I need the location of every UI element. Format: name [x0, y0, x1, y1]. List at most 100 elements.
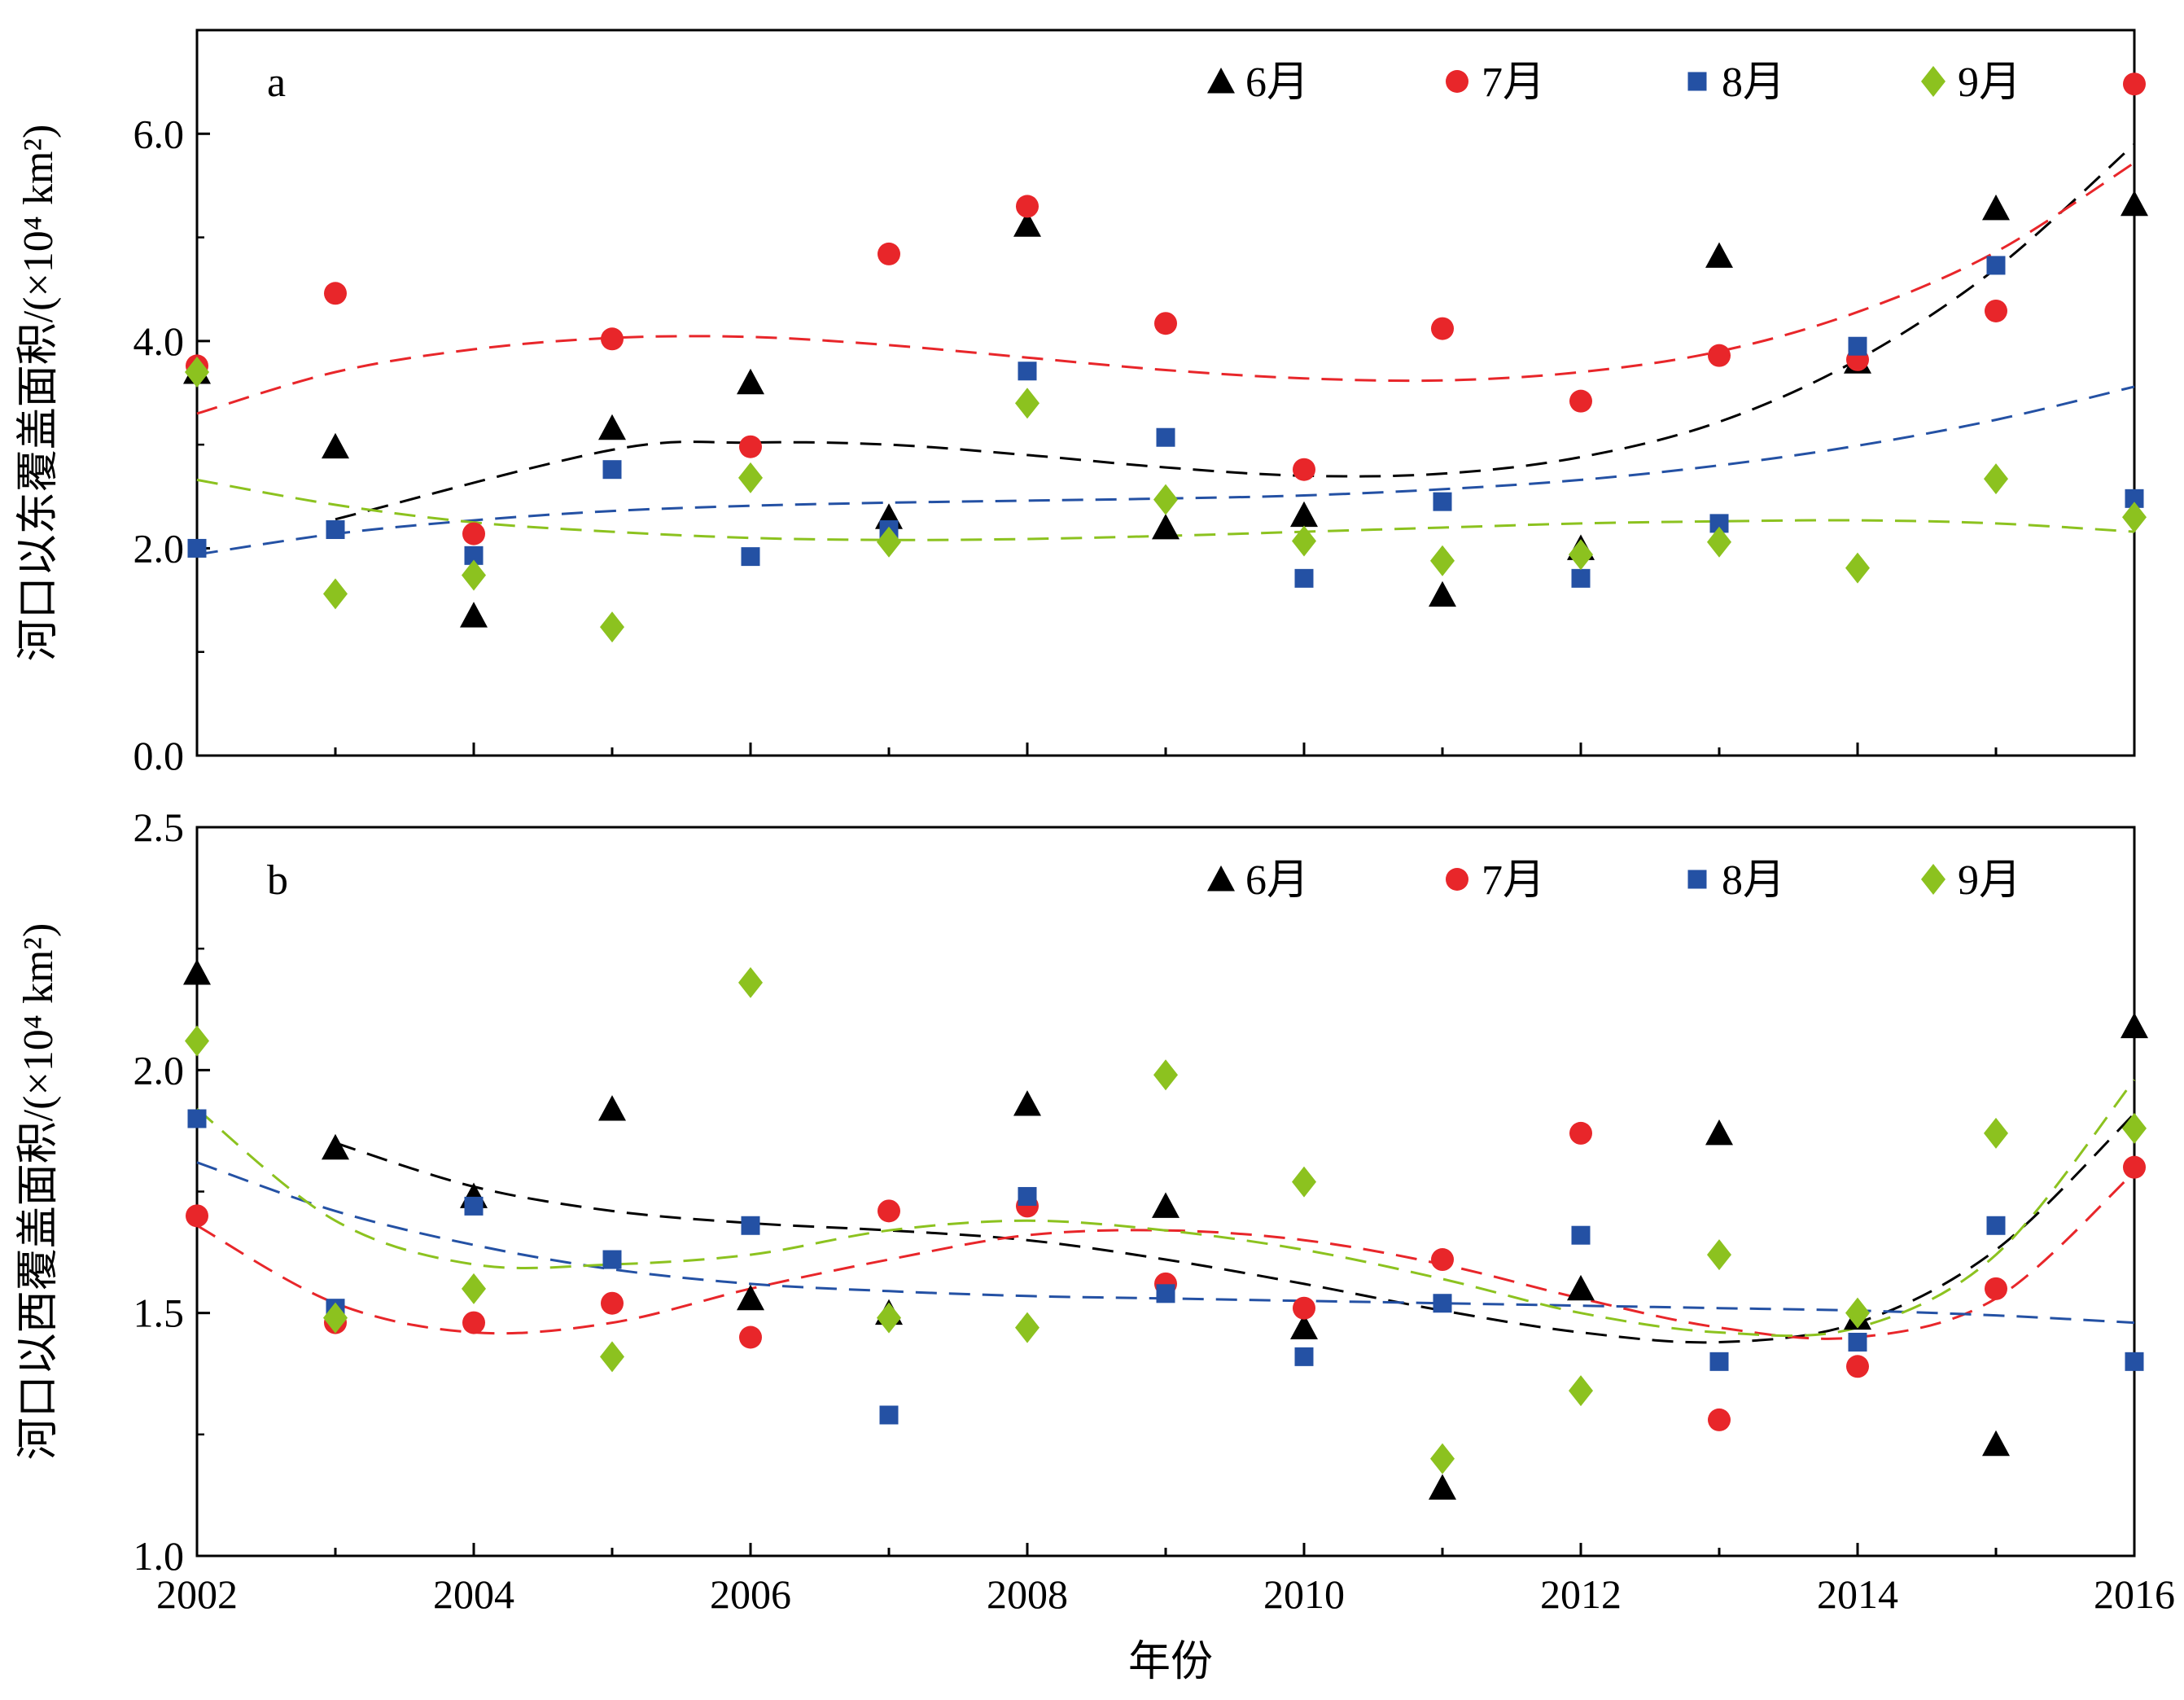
data-point: [1429, 1474, 1456, 1500]
data-point: [324, 282, 347, 305]
data-point: [1292, 1166, 1316, 1198]
data-point: [1430, 545, 1455, 576]
legend-marker: [1687, 870, 1707, 889]
data-point: [1429, 581, 1456, 607]
data-point: [598, 1095, 626, 1121]
x-tick-label: 2010: [1263, 1571, 1345, 1617]
y-axis-title: 河口以西覆盖面积/(×10⁴ km²): [15, 923, 62, 1461]
data-point: [1846, 1355, 1869, 1378]
data-point: [1705, 242, 1733, 268]
plot-frame: [195, 28, 2136, 757]
data-point: [323, 578, 348, 610]
data-point: [1152, 513, 1180, 540]
legend-marker: [1687, 72, 1707, 91]
data-point: [460, 602, 488, 628]
panel-label: b: [267, 857, 288, 904]
data-point: [1018, 361, 1037, 381]
data-point: [1016, 195, 1039, 218]
data-point: [1984, 463, 2008, 495]
data-point: [602, 1250, 622, 1269]
legend-label: 7月: [1482, 857, 1545, 904]
data-point: [1431, 317, 1454, 340]
y-tick-label: 1.5: [133, 1290, 185, 1336]
data-point: [600, 1341, 624, 1373]
trend-line: [196, 161, 2135, 415]
data-point: [464, 1196, 484, 1216]
data-point: [1154, 312, 1177, 335]
y-tick-label: 1.0: [133, 1533, 185, 1579]
data-point: [1290, 1313, 1318, 1340]
data-point: [1569, 539, 1593, 571]
data-point: [737, 1284, 764, 1311]
trend-line: [196, 1079, 2136, 1338]
data-point: [2121, 1012, 2148, 1039]
data-point: [1294, 1347, 1314, 1366]
data-point: [741, 1216, 760, 1235]
data-point: [1984, 1117, 2008, 1149]
data-point: [1705, 1119, 1733, 1146]
data-point: [601, 1291, 624, 1315]
data-point: [1018, 1186, 1037, 1206]
data-point: [737, 368, 764, 395]
data-point: [602, 460, 622, 480]
x-tick-label: 2008: [987, 1571, 1068, 1617]
panel-b: 1.0 1.5 2.0 2.5 2002 2004 2006 2008 2010 2012 2014…: [15, 804, 2175, 1617]
data-point: [1430, 1443, 1455, 1474]
data-point: [1153, 1059, 1178, 1091]
data-point: [1293, 1296, 1315, 1320]
legend-label: 6月: [1245, 59, 1309, 106]
data-point: [1845, 1297, 1870, 1329]
data-point: [1848, 336, 1867, 356]
data-point: [1571, 1225, 1591, 1245]
data-point: [322, 432, 349, 459]
data-point: [1569, 1121, 1592, 1145]
data-point: [1013, 211, 1041, 237]
legend-label: 6月: [1245, 857, 1309, 904]
data-point: [738, 462, 763, 493]
data-point: [1986, 256, 2006, 275]
data-point: [2123, 72, 2146, 96]
data-point: [1709, 514, 1729, 533]
data-point: [186, 1204, 208, 1228]
data-point: [1433, 492, 1452, 511]
data-point: [187, 1109, 207, 1128]
data-point: [738, 966, 763, 998]
x-axis-title: 年份: [1128, 1639, 1213, 1685]
legend-marker: [1921, 864, 1945, 895]
data-point: [1567, 1274, 1595, 1301]
legend-marker: [1207, 68, 1235, 94]
data-point: [877, 526, 901, 558]
data-point: [462, 559, 486, 591]
data-point: [2125, 1352, 2144, 1371]
y-axis-title: 河口以东覆盖面积/(×10⁴ km²): [15, 125, 62, 662]
plot-frame: [195, 826, 2136, 1558]
data-point: [2123, 1155, 2146, 1179]
data-point: [1015, 1312, 1039, 1343]
panel-label: a: [267, 59, 286, 106]
legend-label: 9月: [1958, 857, 2021, 904]
data-point: [2122, 1112, 2147, 1144]
data-point: [600, 611, 624, 643]
x-tick-label: 2002: [156, 1571, 238, 1617]
data-point: [1569, 389, 1592, 413]
data-point: [601, 327, 624, 351]
data-point: [1431, 1248, 1454, 1272]
data-point: [878, 242, 900, 265]
data-point: [322, 1133, 349, 1160]
legend-label: 8月: [1722, 59, 1785, 106]
data-point: [2121, 190, 2148, 217]
legend-marker: [1446, 868, 1468, 891]
data-point: [1986, 1216, 2006, 1235]
data-point: [1293, 458, 1315, 481]
data-point: [462, 1273, 486, 1304]
legend-marker: [1446, 70, 1468, 93]
data-point: [1845, 552, 1870, 584]
data-point: [1709, 1352, 1729, 1371]
y-tick-label: 0.0: [133, 733, 185, 778]
x-tick-label: 2016: [2094, 1571, 2175, 1617]
data-point: [877, 1302, 901, 1334]
y-tick-label: 2.5: [133, 804, 185, 850]
data-point: [1292, 525, 1316, 557]
x-tick-label: 2014: [1817, 1571, 1898, 1617]
